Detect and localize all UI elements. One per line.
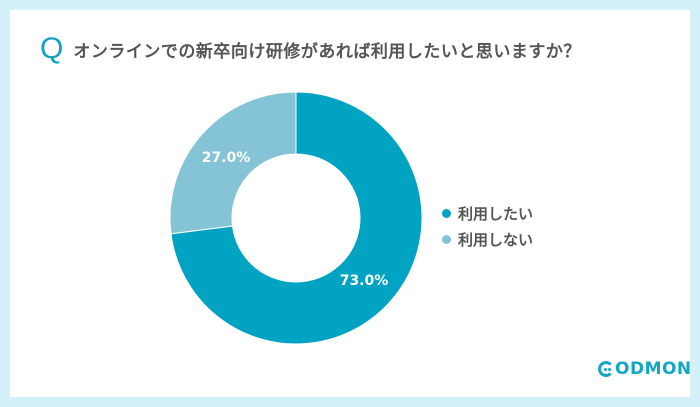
- donut-slices: [169, 91, 423, 345]
- chart-legend: 利用したい 利用しない: [442, 200, 533, 252]
- slice-label-not-use: 27.0%: [202, 150, 251, 166]
- codmon-logo: ODMON: [598, 359, 692, 379]
- donut-slice-1: [169, 91, 297, 235]
- legend-dot-icon: [442, 234, 451, 244]
- donut-slice-0: [170, 91, 423, 345]
- slice-label-use: 73.0%: [340, 273, 389, 289]
- question-q-icon: Q: [40, 32, 64, 65]
- chart-card: Q オンラインでの新卒向け研修があれば利用したいと思いますか？: [10, 10, 690, 397]
- legend-item-not-use: 利用しない: [442, 226, 533, 252]
- question-header: Q オンラインでの新卒向け研修があれば利用したいと思いますか？: [40, 34, 581, 64]
- question-title: オンラインでの新卒向け研修があれば利用したいと思いますか？: [73, 41, 581, 62]
- logo-text: ODMON: [615, 359, 692, 379]
- legend-item-use: 利用したい: [442, 200, 533, 226]
- legend-dot-icon: [442, 208, 451, 218]
- logo-face-icon: [598, 361, 614, 377]
- legend-label: 利用しない: [458, 230, 534, 249]
- legend-label: 利用したい: [458, 204, 534, 223]
